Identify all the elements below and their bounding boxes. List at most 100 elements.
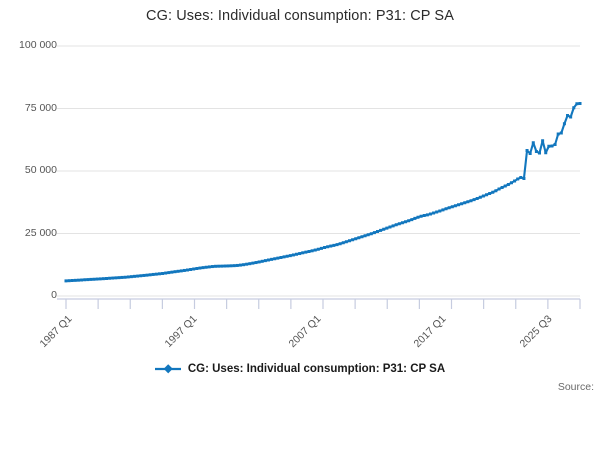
data-point-marker <box>416 215 420 219</box>
data-point-marker <box>360 235 364 239</box>
data-point-marker <box>354 237 358 241</box>
data-point-marker <box>513 179 517 183</box>
chart-container: CG: Uses: Individual consumption: P31: C… <box>0 0 600 400</box>
data-point-marker <box>338 242 342 246</box>
data-point-marker <box>397 222 401 226</box>
data-point-marker <box>569 115 573 119</box>
data-point-marker <box>531 141 535 145</box>
data-point-marker <box>92 277 96 281</box>
data-point-marker <box>404 220 408 224</box>
data-point-marker <box>185 268 189 272</box>
data-point-marker <box>161 272 165 275</box>
data-point-marker <box>204 265 208 269</box>
data-point-marker <box>556 132 560 136</box>
y-axis-tick-labels: 0 25 000 50 000 75 000 100 000 <box>0 0 57 400</box>
data-point-marker <box>351 238 355 242</box>
data-point-marker <box>453 204 457 208</box>
data-point-marker <box>207 265 211 269</box>
data-point-marker <box>310 249 314 253</box>
data-point-marker <box>425 213 429 217</box>
x-axis-tick-labels: 1987 Q1 1997 Q1 2007 Q1 2017 Q1 2025 Q3 <box>38 313 555 350</box>
data-point-marker <box>376 230 380 233</box>
data-point-marker <box>469 199 473 203</box>
data-point-marker <box>419 214 423 218</box>
data-point-marker <box>288 254 292 258</box>
data-point-marker <box>195 267 199 270</box>
data-point-marker <box>444 207 448 211</box>
data-point-marker <box>463 201 467 205</box>
data-point-marker <box>266 258 270 262</box>
data-point-marker <box>472 198 476 202</box>
data-point-marker <box>323 246 327 249</box>
data-point-marker <box>89 277 93 281</box>
data-point-marker <box>525 149 529 152</box>
data-point-marker <box>229 264 233 268</box>
data-point-marker <box>428 212 432 216</box>
data-point-marker <box>164 271 168 275</box>
data-point-marker <box>562 122 566 126</box>
data-point-marker <box>413 216 417 220</box>
data-point-marker <box>385 226 389 230</box>
data-point-marker <box>282 255 286 259</box>
data-point-marker <box>575 102 579 106</box>
data-point-marker <box>307 250 311 253</box>
x-axis-tick-label: 2007 Q1 <box>286 313 324 350</box>
data-point-marker <box>481 194 485 198</box>
data-point-marker <box>251 261 255 265</box>
data-point-marker <box>173 270 177 274</box>
data-point-marker <box>192 267 196 271</box>
data-point-marker <box>223 264 227 268</box>
x-axis-tick-label: 1997 Q1 <box>162 313 200 350</box>
data-point-marker <box>238 263 242 267</box>
data-point-marker <box>304 250 308 254</box>
source-note: Source: <box>557 381 594 393</box>
data-point-marker <box>151 272 155 276</box>
data-point-marker <box>67 279 71 283</box>
data-point-marker <box>329 244 333 248</box>
data-point-marker <box>379 228 383 232</box>
data-point-marker <box>466 200 470 204</box>
data-point-marker <box>263 259 267 263</box>
data-point-marker <box>394 223 398 227</box>
data-point-marker <box>182 268 186 272</box>
data-point-marker <box>491 190 495 194</box>
data-point-marker <box>447 206 451 210</box>
data-point-marker <box>145 273 149 277</box>
data-point-marker <box>450 205 454 209</box>
data-point-marker <box>201 266 205 270</box>
data-point-marker <box>139 274 143 278</box>
data-point-marker <box>534 150 538 153</box>
data-point-marker <box>76 278 80 282</box>
data-point-marker <box>291 253 295 257</box>
data-point-marker <box>357 236 361 240</box>
data-point-marker <box>108 276 112 280</box>
data-point-marker <box>214 264 218 268</box>
data-point-marker <box>123 275 127 279</box>
data-point-marker <box>519 176 523 179</box>
data-point-marker <box>120 275 124 279</box>
data-point-marker <box>148 273 152 277</box>
legend-item-label: CG: Uses: Individual consumption: P31: C… <box>187 363 446 375</box>
data-point-marker <box>475 197 479 200</box>
data-point-marker <box>285 254 289 258</box>
data-point-marker <box>198 266 202 270</box>
data-point-marker <box>441 208 445 212</box>
data-point-marker <box>98 277 102 281</box>
data-point-marker <box>572 106 576 110</box>
data-point-marker <box>410 218 414 222</box>
data-point-marker <box>344 240 348 244</box>
data-point-marker <box>391 224 395 228</box>
data-point-marker <box>326 245 330 249</box>
data-point-marker <box>176 269 180 273</box>
data-point-marker <box>273 257 277 261</box>
chart-legend[interactable]: CG: Uses: Individual consumption: P31: C… <box>0 363 600 375</box>
data-point-marker <box>114 276 118 280</box>
data-point-marker <box>73 278 77 282</box>
data-point-marker <box>503 184 507 188</box>
data-point-marker <box>494 189 498 193</box>
data-point-marker <box>111 276 115 280</box>
data-point-marker <box>257 260 261 264</box>
data-point-marker <box>509 181 513 185</box>
data-point-marker <box>422 214 426 217</box>
data-point-marker <box>335 243 339 247</box>
